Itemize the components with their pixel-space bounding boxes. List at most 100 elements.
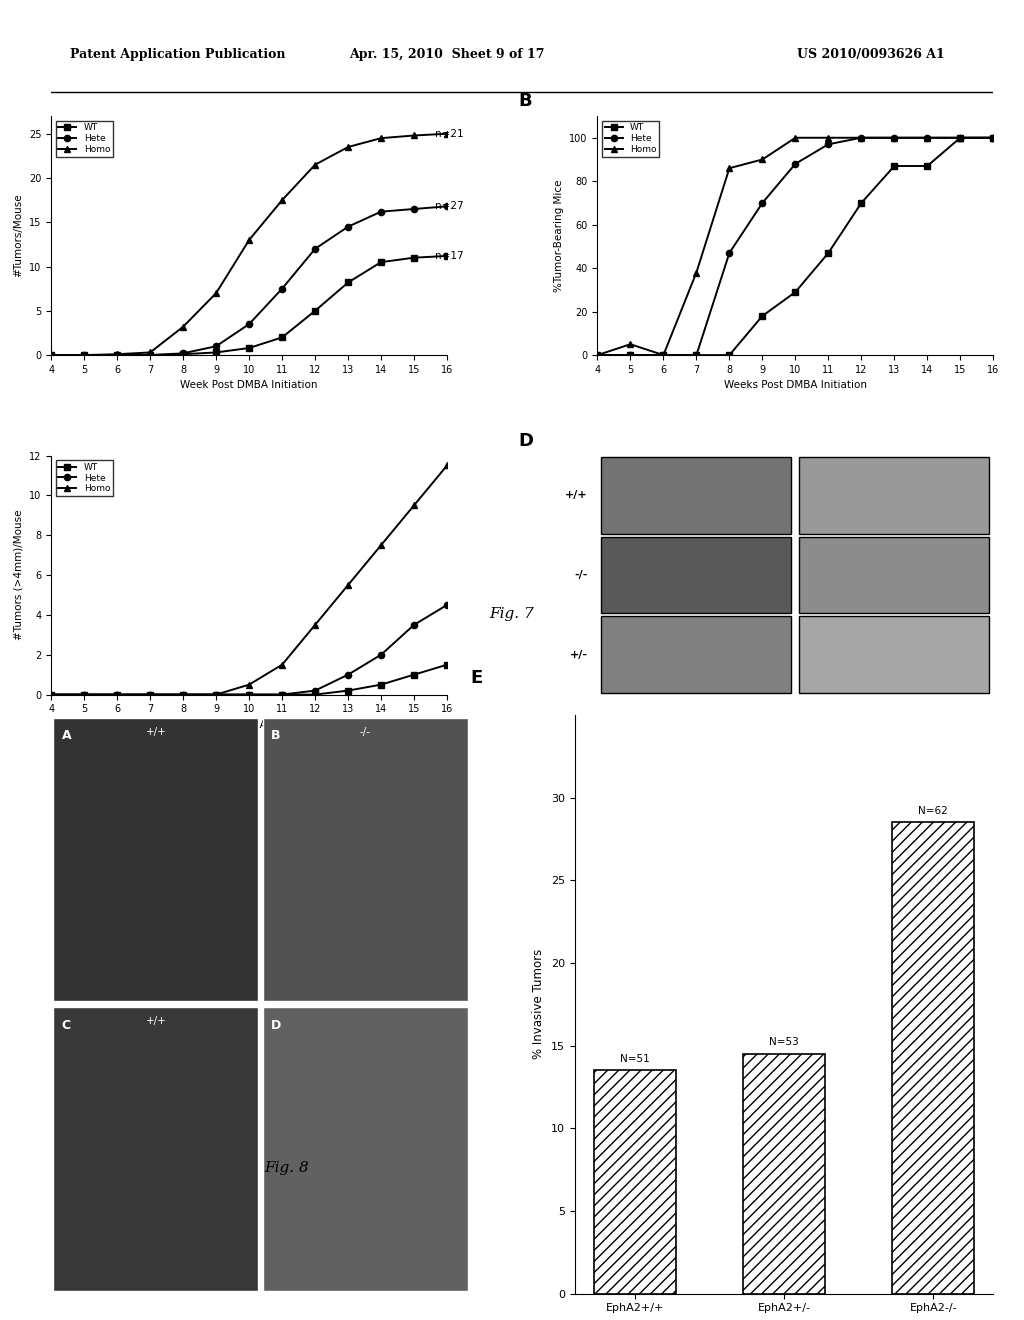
Homo: [591, 347, 603, 363]
Text: N=62: N=62: [919, 807, 948, 816]
WT: [342, 682, 354, 698]
Bar: [892, 822, 974, 1294]
WT: [177, 686, 189, 702]
Hete: [210, 686, 222, 702]
Line: WT: WT: [48, 661, 451, 698]
WT: [275, 330, 288, 346]
Legend: WT, Hete, Homo: WT, Hete, Homo: [602, 120, 659, 157]
WT: [144, 347, 157, 363]
Hete: [408, 201, 420, 216]
Hete: [441, 198, 454, 214]
WT: [243, 686, 255, 702]
Text: N=51: N=51: [620, 1053, 649, 1064]
WT: [855, 195, 867, 211]
Legend: WT, Hete, Homo: WT, Hete, Homo: [55, 120, 113, 157]
Homo: [987, 129, 999, 145]
X-axis label: Weeks Post DMBA Initiation: Weeks Post DMBA Initiation: [724, 380, 867, 391]
Homo: [177, 319, 189, 335]
WT: [111, 347, 123, 363]
Hete: [625, 347, 637, 363]
Homo: [210, 686, 222, 702]
Hete: [790, 156, 802, 172]
Homo: [757, 152, 769, 168]
Bar: [601, 616, 792, 693]
Text: Patent Application Publication: Patent Application Publication: [70, 48, 286, 61]
Text: E: E: [470, 669, 482, 686]
WT: [275, 686, 288, 702]
Hete: [275, 281, 288, 297]
Homo: [342, 577, 354, 593]
Homo: [408, 498, 420, 513]
Homo: [922, 129, 934, 145]
Hete: [111, 347, 123, 363]
Homo: [144, 686, 157, 702]
Hete: [441, 597, 454, 612]
Hete: [954, 129, 967, 145]
Homo: [210, 285, 222, 301]
Homo: [309, 616, 322, 632]
WT: [922, 158, 934, 174]
WT: [888, 158, 900, 174]
Homo: [342, 139, 354, 154]
Homo: [275, 657, 288, 673]
Hete: [987, 129, 999, 145]
X-axis label: Week Post DMBA Initiation: Week Post DMBA Initiation: [180, 380, 317, 391]
Line: WT: WT: [48, 253, 451, 358]
Homo: [790, 129, 802, 145]
Hete: [757, 195, 769, 211]
Legend: WT, Hete, Homo: WT, Hete, Homo: [55, 461, 113, 496]
Line: Hete: Hete: [594, 135, 996, 358]
Hete: [45, 686, 57, 702]
Hete: [888, 129, 900, 145]
Homo: [375, 131, 387, 147]
Hete: [275, 686, 288, 702]
Homo: [723, 160, 735, 176]
Homo: [657, 347, 670, 363]
Hete: [243, 686, 255, 702]
Homo: [78, 686, 90, 702]
WT: [441, 657, 454, 673]
Homo: [144, 345, 157, 360]
Homo: [243, 232, 255, 248]
WT: [177, 346, 189, 362]
Text: n=27: n=27: [435, 202, 464, 211]
WT: [309, 302, 322, 318]
Line: WT: WT: [594, 135, 996, 358]
Bar: [53, 718, 258, 1002]
Hete: [657, 347, 670, 363]
Text: -/-: -/-: [574, 570, 588, 579]
Text: D: D: [271, 1019, 282, 1032]
Y-axis label: #Tumors (>4mm)/Mouse: #Tumors (>4mm)/Mouse: [13, 510, 24, 640]
WT: [45, 347, 57, 363]
Homo: [375, 537, 387, 553]
Hete: [78, 347, 90, 363]
Y-axis label: #Tumors/Mouse: #Tumors/Mouse: [13, 194, 24, 277]
WT: [408, 249, 420, 265]
WT: [723, 347, 735, 363]
Homo: [111, 346, 123, 362]
Homo: [888, 129, 900, 145]
WT: [78, 347, 90, 363]
Homo: [954, 129, 967, 145]
Bar: [601, 537, 792, 614]
Hete: [243, 317, 255, 333]
Homo: [275, 193, 288, 209]
WT: [954, 129, 967, 145]
Homo: [309, 157, 322, 173]
Text: -/-: -/-: [359, 726, 371, 737]
Hete: [375, 647, 387, 663]
WT: [822, 246, 835, 261]
Bar: [53, 1007, 258, 1291]
WT: [690, 347, 702, 363]
Line: Homo: Homo: [48, 462, 451, 698]
Hete: [922, 129, 934, 145]
Homo: [690, 264, 702, 280]
WT: [210, 686, 222, 702]
Homo: [78, 347, 90, 363]
Text: B: B: [271, 730, 281, 742]
Homo: [45, 686, 57, 702]
WT: [78, 686, 90, 702]
Homo: [408, 128, 420, 144]
Homo: [441, 125, 454, 141]
Text: +/+: +/+: [565, 490, 588, 500]
